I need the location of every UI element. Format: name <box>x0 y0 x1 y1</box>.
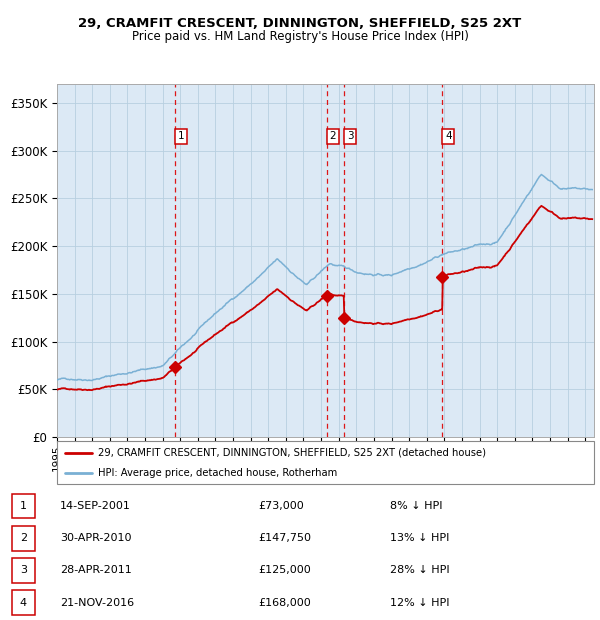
Text: 14-SEP-2001: 14-SEP-2001 <box>60 501 131 511</box>
Text: 3: 3 <box>20 565 27 575</box>
Text: 29, CRAMFIT CRESCENT, DINNINGTON, SHEFFIELD, S25 2XT (detached house): 29, CRAMFIT CRESCENT, DINNINGTON, SHEFFI… <box>98 448 487 458</box>
Text: 30-APR-2010: 30-APR-2010 <box>60 533 131 543</box>
Text: 2: 2 <box>329 131 336 141</box>
Text: HPI: Average price, detached house, Rotherham: HPI: Average price, detached house, Roth… <box>98 468 338 478</box>
Text: 29, CRAMFIT CRESCENT, DINNINGTON, SHEFFIELD, S25 2XT: 29, CRAMFIT CRESCENT, DINNINGTON, SHEFFI… <box>79 17 521 30</box>
Text: 8% ↓ HPI: 8% ↓ HPI <box>390 501 443 511</box>
Text: £73,000: £73,000 <box>258 501 304 511</box>
Text: Price paid vs. HM Land Registry's House Price Index (HPI): Price paid vs. HM Land Registry's House … <box>131 30 469 43</box>
Text: £147,750: £147,750 <box>258 533 311 543</box>
Text: £168,000: £168,000 <box>258 598 311 608</box>
Text: 4: 4 <box>445 131 452 141</box>
Text: 12% ↓ HPI: 12% ↓ HPI <box>390 598 449 608</box>
Text: 2: 2 <box>20 533 27 543</box>
Text: £125,000: £125,000 <box>258 565 311 575</box>
Text: 1: 1 <box>20 501 27 511</box>
Text: 4: 4 <box>20 598 27 608</box>
Text: 1: 1 <box>178 131 184 141</box>
Text: 3: 3 <box>347 131 353 141</box>
Text: 28% ↓ HPI: 28% ↓ HPI <box>390 565 449 575</box>
Text: 28-APR-2011: 28-APR-2011 <box>60 565 132 575</box>
Text: 13% ↓ HPI: 13% ↓ HPI <box>390 533 449 543</box>
Text: 21-NOV-2016: 21-NOV-2016 <box>60 598 134 608</box>
